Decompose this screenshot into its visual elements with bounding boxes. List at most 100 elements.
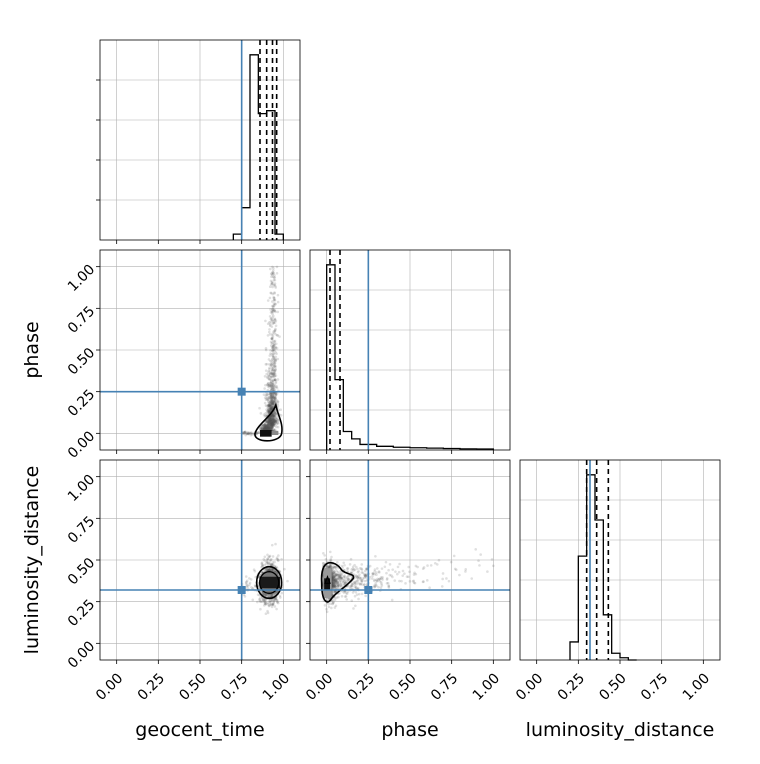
- panel-geocent_time-phase-point-302: [263, 421, 267, 425]
- panel-geocent_time-phase-point-779: [265, 427, 269, 430]
- panel-geocent_time-phase-point-1054: [270, 346, 274, 349]
- panel-geocent_time-phase-point-965: [274, 418, 278, 421]
- panel-phase-luminosity_distance-point-963: [425, 579, 429, 582]
- panel-geocent_time-luminosity_distance-point-168: [268, 568, 271, 572]
- panel-geocent_time-phase-point-425: [271, 418, 274, 421]
- panel-geocent_time-phase-point-1002: [271, 319, 274, 322]
- panel-geocent_time-luminosity_distance-point-840: [263, 593, 266, 597]
- panel-geocent_time-phase-point-39: [264, 427, 268, 431]
- panel-geocent_time-luminosity_distance-point-507: [267, 604, 271, 608]
- panel-geocent_time-phase-point-511: [261, 424, 264, 428]
- panel-geocent_time-luminosity_distance-point-1042: [266, 558, 270, 561]
- panel-geocent_time-phase-point-942: [272, 314, 275, 318]
- panel-geocent_time-phase-point-0: [256, 431, 260, 435]
- panel-geocent_time-phase-point-317: [266, 334, 270, 337]
- panel-geocent_time-luminosity_distance-point-614: [267, 568, 270, 572]
- panel-phase-luminosity_distance-point-1239: [334, 575, 337, 579]
- panel-geocent_time-luminosity_distance-point-20: [264, 593, 268, 597]
- panel-geocent_time-phase-point-1085: [272, 378, 276, 382]
- panel-geocent_time-phase-point-597: [273, 415, 276, 419]
- panel-geocent_time-luminosity_distance-point-938: [264, 600, 267, 604]
- panel-geocent_time-phase-point-494: [268, 383, 272, 387]
- panel-geocent_time-phase-point-125: [264, 426, 268, 429]
- panel-geocent_time-phase-point-921: [269, 394, 273, 398]
- panel-geocent_time-phase-point-855: [269, 420, 273, 424]
- panel-geocent_time-phase-point-72: [263, 428, 266, 431]
- panel-geocent_time-luminosity_distance-point-1095: [268, 600, 272, 604]
- panel-geocent_time-phase-point-902: [273, 331, 276, 335]
- panel-geocent_time-phase-point-765: [274, 421, 278, 424]
- panel-geocent_time-phase-point-642: [274, 380, 278, 383]
- panel-geocent_time-phase-point-532: [270, 398, 273, 402]
- panel-phase-luminosity_distance-point-1231: [345, 575, 349, 579]
- panel-geocent_time-phase-point-1144: [273, 274, 276, 277]
- panel-geocent_time-phase-point-445: [267, 409, 270, 413]
- panel-geocent_time-phase-point-1169: [243, 430, 247, 434]
- panel-geocent_time-luminosity_distance-point-831: [256, 593, 260, 596]
- panel-geocent_time-luminosity_distance-point-134: [272, 600, 276, 603]
- panel-geocent_time-phase-point-92: [268, 420, 272, 423]
- panel-phase-luminosity_distance-point-1186: [375, 578, 378, 582]
- panel-geocent_time-phase-point-1173: [245, 432, 248, 435]
- panel-geocent_time-phase-point-458: [263, 423, 267, 427]
- panel-phase-luminosity_distance-point-1213: [333, 584, 337, 588]
- panel-phase-luminosity_distance-point-1194: [358, 583, 362, 586]
- panel-geocent_time-phase-point-612: [266, 406, 270, 410]
- panel-geocent_time-phase-point-1113: [267, 358, 271, 361]
- panel-geocent_time-phase-point-627: [267, 427, 271, 431]
- panel-phase-luminosity_distance-point-1267: [343, 563, 346, 567]
- panel-geocent_time-phase-point-1075: [271, 368, 275, 372]
- panel-geocent_time-phase-point-1183: [244, 430, 247, 434]
- panel-geocent_time-phase-point-650: [279, 408, 282, 411]
- panel-geocent_time-phase-point-17: [264, 427, 267, 431]
- panel-geocent_time-luminosity_distance-point-953: [268, 600, 272, 604]
- panel-geocent_time-phase-point-420: [262, 424, 266, 428]
- panel-geocent_time-luminosity_distance-point-305: [265, 562, 268, 565]
- panel-geocent_time-phase-point-728: [265, 424, 268, 428]
- panel-geocent_time-phase-point-404: [269, 415, 272, 419]
- panel-geocent_time-phase-point-30: [266, 425, 270, 429]
- panel-geocent_time-phase-point-244: [268, 419, 271, 422]
- panel-geocent_time-phase-point-763: [263, 424, 266, 428]
- panel-geocent_time-phase-point-206: [270, 395, 273, 398]
- panel-geocent_time-phase-point-215: [266, 421, 269, 424]
- panel-geocent_time-phase-point-98: [265, 397, 268, 400]
- panel-geocent_time-phase-point-772: [270, 423, 274, 426]
- panel-geocent_time-phase-point-330: [267, 418, 271, 422]
- panel-geocent_time-phase-point-166: [264, 394, 268, 397]
- panel-geocent_time-phase-point-878: [268, 381, 272, 385]
- panel-geocent_time-luminosity_distance-point-650: [286, 579, 289, 583]
- panel-geocent_time-phase-point-956: [271, 402, 275, 406]
- panel-geocent_time-phase-point-715: [270, 425, 274, 429]
- panel-geocent_time-phase-point-954: [271, 373, 275, 377]
- panel-geocent_time-phase-point-286: [275, 425, 278, 429]
- panel-phase-luminosity_distance-point-1234: [343, 580, 346, 584]
- panel-geocent_time-phase-point-69: [272, 372, 275, 376]
- panel-geocent_time-luminosity_distance-point-221: [280, 557, 283, 561]
- panel-geocent_time-phase-point-1194: [249, 432, 253, 435]
- panel-geocent_time-phase-point-929: [271, 354, 274, 358]
- panel-geocent_time-phase-point-689: [266, 424, 269, 428]
- panel-geocent_time-phase-point-9: [274, 393, 278, 397]
- panel-geocent_time-phase-point-588: [269, 418, 273, 422]
- panel-geocent_time-phase-point-848: [267, 374, 271, 378]
- panel-geocent_time-phase-point-354: [268, 426, 271, 429]
- panel-geocent_time-phase-point-1131: [272, 348, 276, 351]
- panel-geocent_time-phase-point-201: [270, 398, 274, 401]
- panel-geocent_time-phase-point-368: [263, 425, 267, 428]
- panel-geocent_time-phase-point-165: [271, 413, 274, 417]
- panel-geocent_time-phase-point-178: [268, 392, 272, 396]
- panel-geocent_time-phase-point-80: [272, 392, 276, 395]
- panel-geocent_time-phase-point-1019: [272, 346, 275, 349]
- panel-geocent_time-phase-point-943: [270, 359, 274, 363]
- panel-geocent_time-phase-point-100: [269, 416, 272, 420]
- panel-geocent_time-phase-point-1108: [271, 310, 274, 313]
- panel-geocent_time-phase-point-910: [272, 298, 276, 302]
- panel-geocent_time-phase-point-261: [270, 366, 274, 369]
- panel-geocent_time-phase-point-306: [268, 426, 272, 430]
- panel-geocent_time-phase-point-88: [269, 419, 272, 422]
- panel-phase-luminosity_distance-point-923: [401, 574, 405, 577]
- panel-geocent_time-phase-point-907: [271, 300, 274, 303]
- panel-geocent_time-luminosity_distance-density-core: [260, 576, 280, 589]
- panel-geocent_time-phase-point-482: [270, 407, 274, 411]
